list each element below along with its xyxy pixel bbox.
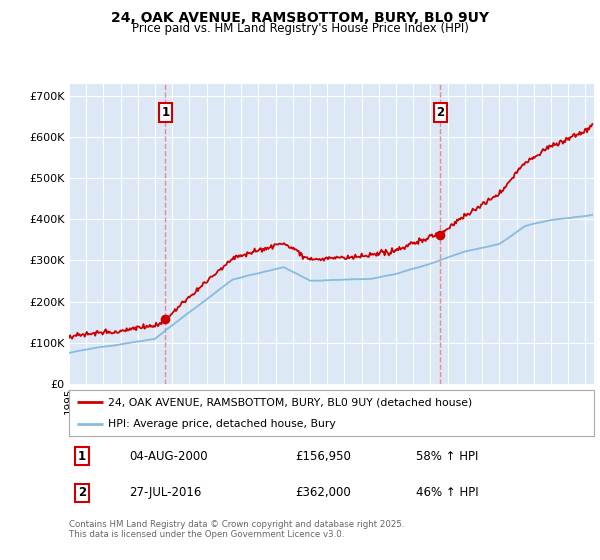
Text: Price paid vs. HM Land Registry's House Price Index (HPI): Price paid vs. HM Land Registry's House … xyxy=(131,22,469,35)
Text: 1: 1 xyxy=(78,450,86,463)
Text: 24, OAK AVENUE, RAMSBOTTOM, BURY, BL0 9UY: 24, OAK AVENUE, RAMSBOTTOM, BURY, BL0 9U… xyxy=(111,11,489,25)
Text: HPI: Average price, detached house, Bury: HPI: Average price, detached house, Bury xyxy=(109,419,336,429)
Text: 46% ↑ HPI: 46% ↑ HPI xyxy=(415,486,478,500)
Text: 1: 1 xyxy=(161,106,169,119)
Text: Contains HM Land Registry data © Crown copyright and database right 2025.
This d: Contains HM Land Registry data © Crown c… xyxy=(69,520,404,539)
Text: 27-JUL-2016: 27-JUL-2016 xyxy=(130,486,202,500)
Text: 2: 2 xyxy=(436,106,445,119)
Text: 2: 2 xyxy=(78,486,86,500)
Text: £156,950: £156,950 xyxy=(295,450,350,463)
Text: £362,000: £362,000 xyxy=(295,486,350,500)
Text: 24, OAK AVENUE, RAMSBOTTOM, BURY, BL0 9UY (detached house): 24, OAK AVENUE, RAMSBOTTOM, BURY, BL0 9U… xyxy=(109,397,473,407)
Text: 58% ↑ HPI: 58% ↑ HPI xyxy=(415,450,478,463)
Text: 04-AUG-2000: 04-AUG-2000 xyxy=(130,450,208,463)
